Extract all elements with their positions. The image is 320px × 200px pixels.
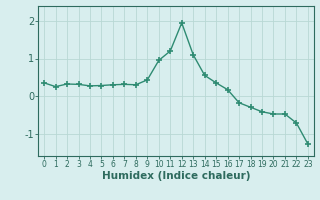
X-axis label: Humidex (Indice chaleur): Humidex (Indice chaleur): [102, 171, 250, 181]
